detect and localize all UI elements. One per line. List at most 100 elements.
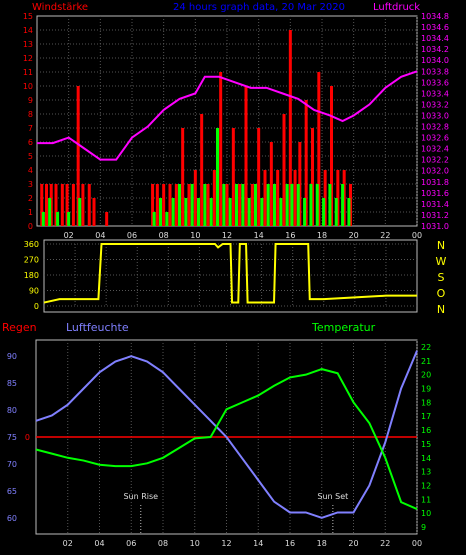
y-tick-label: 4 (28, 166, 33, 175)
y-tick-label: 11 (23, 68, 33, 77)
temperature-tick-label: 9 (421, 523, 426, 532)
humidity-tick-label: 90 (7, 352, 17, 361)
temperature-tick-label: 21 (421, 357, 431, 366)
wind-bar (181, 128, 185, 226)
gust-bar (273, 184, 276, 226)
pressure-title: Luftdruck (373, 2, 420, 13)
x-tick-label: 06 (127, 231, 137, 240)
graph-date-title: 24 hours graph data, 20 Mar 2020 (173, 2, 345, 13)
compass-label: N (437, 303, 445, 316)
gust-bar (296, 184, 300, 226)
humidity-title: Luftfeuchte (66, 321, 129, 334)
wind-bar (304, 100, 308, 226)
pressure-tick-label: 1032.0 (421, 167, 449, 176)
pressure-tick-label: 1033.0 (421, 111, 449, 120)
gust-bar (322, 198, 326, 226)
pressure-tick-label: 1031.6 (421, 189, 449, 198)
humidity-tick-label: 85 (7, 379, 17, 388)
temperature-tick-label: 15 (421, 440, 431, 449)
gust-bar (78, 198, 82, 226)
sunset-label: Sun Set (317, 492, 348, 501)
wind-bar (349, 184, 352, 226)
pressure-line (37, 70, 418, 161)
wind-bar (155, 184, 159, 226)
direction-tick-label: 360 (24, 240, 39, 249)
y-tick-label: 3 (28, 180, 33, 189)
wind-bar (168, 184, 172, 226)
x-tick-label: 14 (254, 231, 264, 240)
wind-bar (162, 184, 166, 226)
wind-bar (219, 72, 223, 226)
y-tick-label: 9 (28, 96, 33, 105)
y-tick-label: 7 (28, 124, 33, 133)
x-tick-label: 16 (285, 539, 295, 548)
temperature-tick-label: 18 (421, 398, 431, 407)
temperature-tick-label: 22 (421, 343, 431, 352)
gust-bar (315, 184, 319, 226)
pressure-tick-label: 1031.2 (421, 211, 449, 220)
temperature-tick-label: 16 (421, 426, 431, 435)
y-tick-label: 8 (28, 110, 33, 119)
pressure-tick-label: 1031.4 (421, 200, 449, 209)
pressure-tick-label: 1032.6 (421, 134, 449, 143)
wind-bar (212, 170, 216, 226)
wind-bar (282, 114, 286, 226)
gust-bar (247, 198, 251, 226)
x-tick-label: 18 (317, 539, 327, 548)
compass-label: S (438, 271, 445, 284)
wind-bar (257, 128, 261, 226)
gust-bar (178, 184, 181, 226)
y-tick-label: 6 (28, 138, 33, 147)
gust-bar (203, 184, 207, 226)
gust-bar (171, 198, 175, 226)
gust-bar (228, 198, 232, 226)
y-tick-label: 15 (23, 12, 33, 21)
wind-bar (105, 212, 109, 226)
direction-tick-label: 270 (24, 256, 39, 265)
gust-bar (290, 184, 294, 226)
temperature-tick-label: 20 (421, 371, 431, 380)
gust-bar (235, 184, 238, 226)
x-tick-label: 04 (95, 231, 105, 240)
gust-bar (303, 198, 307, 226)
temperature-tick-label: 13 (421, 468, 431, 477)
wind-bar (193, 170, 197, 226)
wind-bar (298, 142, 302, 226)
gust-bar (347, 198, 351, 226)
wind-bar (250, 184, 254, 226)
sunrise-label: Sun Rise (123, 492, 158, 501)
gust-bar (241, 184, 245, 226)
wind-bar (71, 184, 75, 226)
x-tick-label: 10 (190, 231, 200, 240)
wind-bar (45, 184, 48, 226)
x-tick-label: 00 (412, 231, 422, 240)
pressure-tick-label: 1031.0 (421, 222, 449, 231)
temperature-line (35, 368, 418, 510)
temperature-tick-label: 11 (421, 495, 431, 504)
pressure-tick-label: 1033.8 (421, 67, 449, 76)
pressure-tick-label: 1031.8 (421, 178, 449, 187)
y-tick-label: 1 (28, 208, 33, 217)
x-tick-label: 02 (63, 539, 73, 548)
gust-bar (341, 184, 345, 226)
x-tick-label: 00 (412, 539, 422, 548)
x-tick-label: 02 (64, 231, 74, 240)
wind-strength-title: Windstärke (32, 2, 88, 13)
temperature-tick-label: 19 (421, 385, 431, 394)
x-tick-label: 10 (190, 539, 200, 548)
wind-bar (231, 128, 235, 226)
humidity-tick-label: 65 (7, 487, 17, 496)
humidity-line (35, 350, 418, 519)
wind-bar (40, 184, 44, 226)
x-tick-label: 04 (94, 539, 104, 548)
pressure-tick-label: 1034.0 (421, 56, 449, 65)
wind-bar (60, 184, 64, 226)
pressure-tick-label: 1034.4 (421, 34, 449, 43)
wind-bar (225, 184, 229, 226)
wind-bar (276, 170, 280, 226)
x-tick-label: 22 (380, 231, 390, 240)
y-tick-label: 2 (28, 194, 33, 203)
gust-bar (266, 184, 270, 226)
wind-bar (342, 170, 346, 226)
